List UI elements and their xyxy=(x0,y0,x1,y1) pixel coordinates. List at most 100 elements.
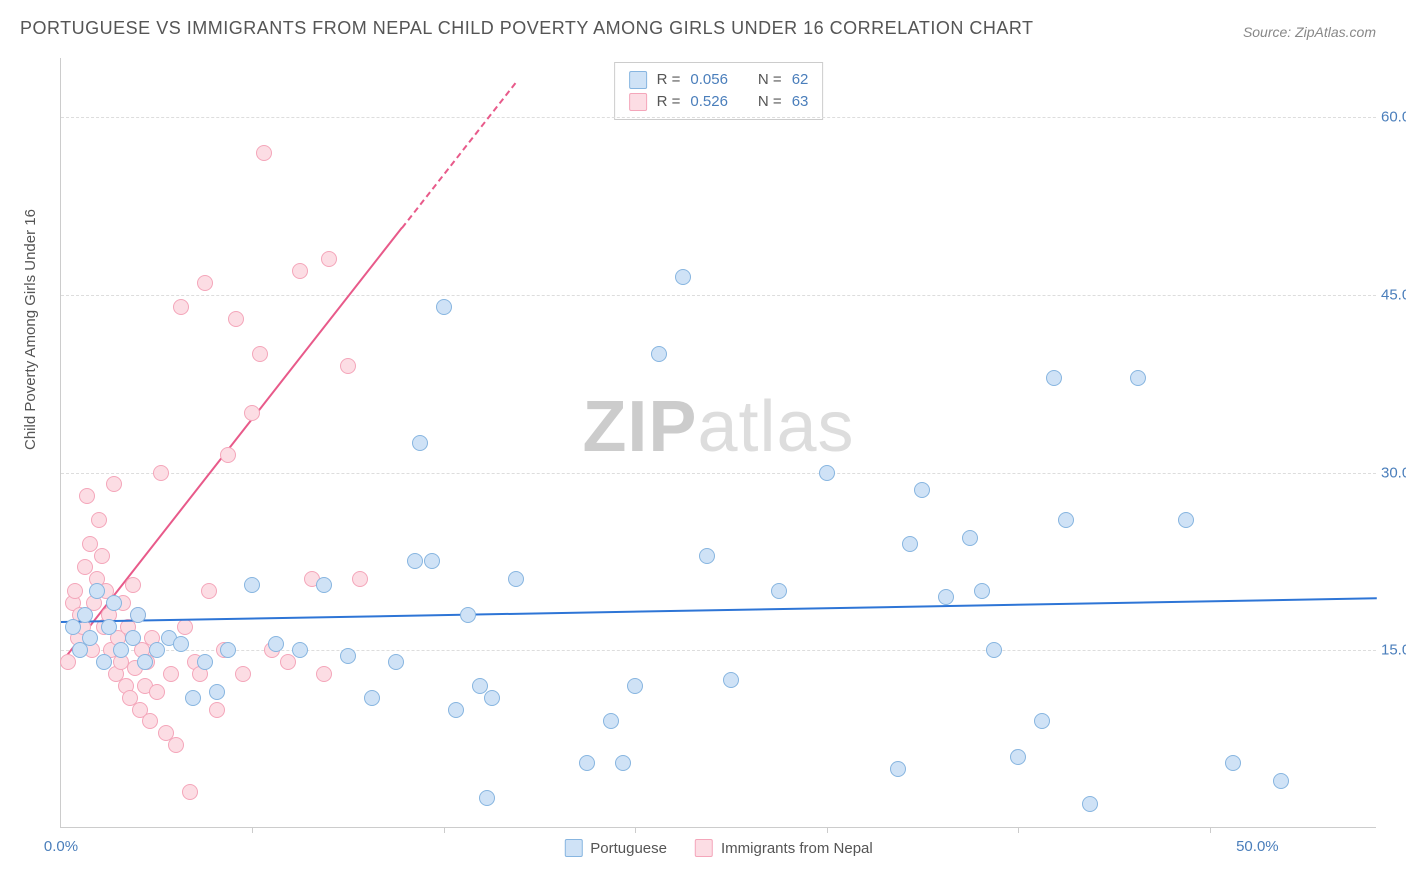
y-tick-label: 60.0% xyxy=(1381,109,1406,126)
data-point xyxy=(209,684,225,700)
data-point xyxy=(388,654,404,670)
chart-title: PORTUGUESE VS IMMIGRANTS FROM NEPAL CHIL… xyxy=(20,18,1034,39)
data-point xyxy=(292,642,308,658)
data-point xyxy=(675,269,691,285)
trendline-portuguese xyxy=(61,597,1377,623)
data-point xyxy=(1178,512,1194,528)
data-point xyxy=(321,251,337,267)
data-point xyxy=(352,571,368,587)
data-point xyxy=(79,488,95,504)
data-point xyxy=(101,619,117,635)
data-point xyxy=(1046,370,1062,386)
data-point xyxy=(627,678,643,694)
data-point xyxy=(91,512,107,528)
data-point xyxy=(986,642,1002,658)
data-point xyxy=(244,405,260,421)
swatch-icon xyxy=(695,839,713,857)
n-value-nepal: 63 xyxy=(792,91,809,113)
data-point xyxy=(256,145,272,161)
data-point xyxy=(340,358,356,374)
data-point xyxy=(603,713,619,729)
scatter-plot-area: ZIPatlas R = 0.056 N = 62 R = 0.526 N = … xyxy=(60,58,1376,828)
data-point xyxy=(177,619,193,635)
data-point xyxy=(1225,755,1241,771)
data-point xyxy=(137,654,153,670)
r-value-nepal: 0.526 xyxy=(690,91,728,113)
y-tick-label: 30.0% xyxy=(1381,464,1406,481)
gridline xyxy=(61,473,1376,474)
legend-row-nepal: R = 0.526 N = 63 xyxy=(629,91,809,113)
data-point xyxy=(125,577,141,593)
data-point xyxy=(149,684,165,700)
swatch-icon xyxy=(564,839,582,857)
data-point xyxy=(723,672,739,688)
series-label: Portuguese xyxy=(590,840,667,857)
data-point xyxy=(130,607,146,623)
data-point xyxy=(1130,370,1146,386)
watermark: ZIPatlas xyxy=(582,386,854,468)
data-point xyxy=(460,607,476,623)
data-point xyxy=(228,311,244,327)
data-point xyxy=(201,583,217,599)
data-point xyxy=(340,648,356,664)
data-point xyxy=(235,666,251,682)
gridline xyxy=(61,295,1376,296)
n-label: N = xyxy=(758,69,782,91)
data-point xyxy=(974,583,990,599)
source-attribution: Source: ZipAtlas.com xyxy=(1243,24,1376,40)
data-point xyxy=(292,263,308,279)
data-point xyxy=(436,299,452,315)
swatch-nepal xyxy=(629,93,647,111)
y-tick-label: 15.0% xyxy=(1381,642,1406,659)
data-point xyxy=(914,482,930,498)
data-point xyxy=(1273,773,1289,789)
data-point xyxy=(67,583,83,599)
data-point xyxy=(142,713,158,729)
series-label: Immigrants from Nepal xyxy=(721,840,873,857)
x-tick-mark xyxy=(1210,827,1211,833)
data-point xyxy=(197,654,213,670)
y-axis-label: Child Poverty Among Girls Under 16 xyxy=(22,209,39,450)
data-point xyxy=(1034,713,1050,729)
data-point xyxy=(185,690,201,706)
n-value-portuguese: 62 xyxy=(792,69,809,91)
y-tick-label: 45.0% xyxy=(1381,286,1406,303)
r-label: R = xyxy=(657,69,681,91)
data-point xyxy=(173,299,189,315)
data-point xyxy=(125,630,141,646)
data-point xyxy=(82,630,98,646)
data-point xyxy=(424,553,440,569)
data-point xyxy=(197,275,213,291)
legend-item-portuguese: Portuguese xyxy=(564,839,667,857)
data-point xyxy=(484,690,500,706)
data-point xyxy=(244,577,260,593)
x-tick-mark xyxy=(827,827,828,833)
data-point xyxy=(77,607,93,623)
r-value-portuguese: 0.056 xyxy=(690,69,728,91)
data-point xyxy=(220,642,236,658)
data-point xyxy=(407,553,423,569)
x-tick-label: 0.0% xyxy=(44,838,78,855)
data-point xyxy=(448,702,464,718)
data-point xyxy=(962,530,978,546)
data-point xyxy=(508,571,524,587)
data-point xyxy=(579,755,595,771)
data-point xyxy=(163,666,179,682)
data-point xyxy=(819,465,835,481)
data-point xyxy=(1010,749,1026,765)
data-point xyxy=(65,619,81,635)
data-point xyxy=(316,577,332,593)
n-label: N = xyxy=(758,91,782,113)
x-tick-mark xyxy=(1018,827,1019,833)
data-point xyxy=(94,548,110,564)
gridline xyxy=(61,650,1376,651)
data-point xyxy=(902,536,918,552)
x-tick-mark xyxy=(635,827,636,833)
data-point xyxy=(699,548,715,564)
legend-row-portuguese: R = 0.056 N = 62 xyxy=(629,69,809,91)
data-point xyxy=(412,435,428,451)
x-tick-mark xyxy=(444,827,445,833)
data-point xyxy=(113,642,129,658)
data-point xyxy=(1082,796,1098,812)
data-point xyxy=(106,595,122,611)
